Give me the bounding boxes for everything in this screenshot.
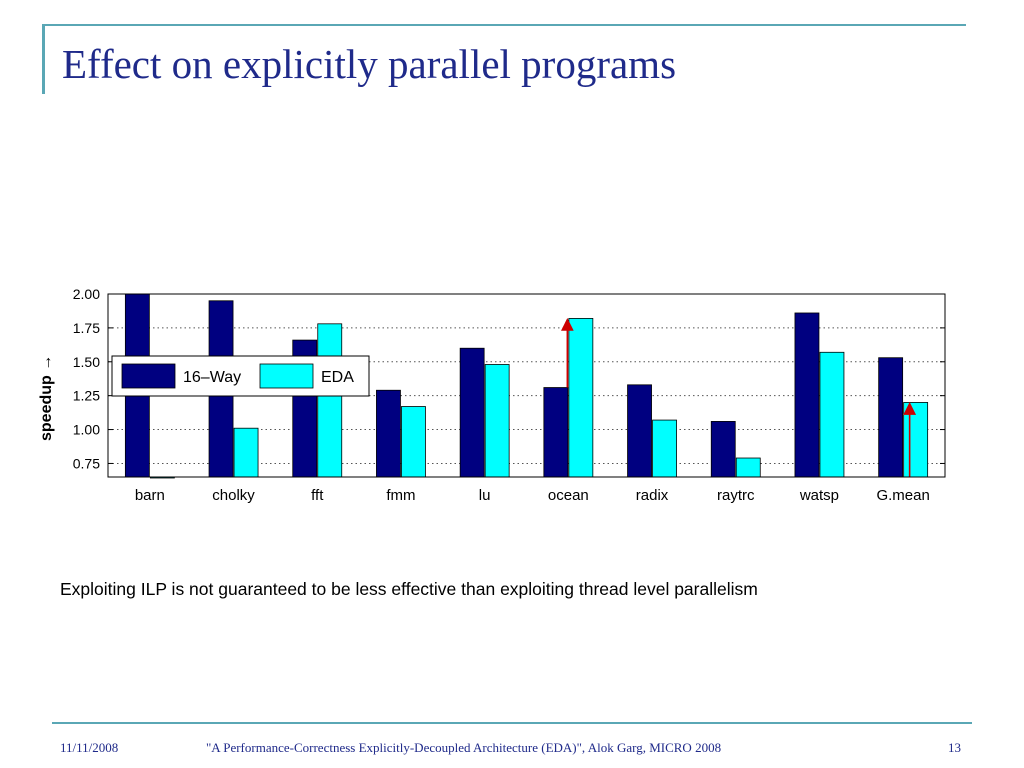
y-tick-label: 0.75 [73,455,100,471]
x-tick-label: ocean [548,487,589,504]
x-tick-label: fmm [386,487,415,504]
legend-swatch-16-way [121,363,176,389]
annotation-arrows [560,317,917,477]
x-tick-label: watsp [799,487,839,504]
slide-title: Effect on explicitly parallel programs [62,41,677,87]
x-tick-label: barn [135,487,165,504]
bar-fmm-16-way [376,389,401,478]
y-axis-label: speedup → [38,355,55,441]
bar-watsp-16-way [794,312,820,478]
page-number: 13 [948,740,961,755]
bar-ocean-16-way [543,387,569,478]
bar-g-mean-16-way [878,357,904,478]
bar-cholky-eda [233,427,259,478]
x-tick-label: cholky [212,487,255,504]
y-tick-label: 1.50 [73,354,100,370]
y-tick-label: 2.00 [73,286,100,302]
x-tick-label: raytrc [717,487,755,504]
bar-fft-eda [317,323,343,478]
x-tick-label: lu [479,487,491,504]
footer-rule [52,722,972,724]
legend: 16–Way EDA [111,355,370,397]
legend-label: 16–Way [183,369,241,386]
legend-label: EDA [321,369,354,386]
x-tick-label: fft [311,487,324,504]
title-accent-line [42,24,45,94]
x-tick-label: G.mean [876,487,929,504]
footer-date: 11/11/2008 [60,740,119,755]
y-tick-label: 1.00 [73,422,100,438]
slide-caption: Exploiting ILP is not guaranteed to be l… [60,579,758,599]
top-rule [42,24,966,26]
y-axis-ticks: 0.75 1.00 1.25 1.50 1.75 2.00 [73,286,945,471]
bar-radix-eda [652,419,677,478]
bar-ocean-eda [568,317,594,478]
bar-lu-16-way [459,347,485,478]
x-axis-categories: barn cholky fft fmm lu ocean radix raytrc watsp G… [135,487,930,504]
bar-lu-eda [484,364,510,478]
legend-swatch-eda [259,363,314,389]
y-tick-label: 1.25 [73,388,100,404]
footer-citation: "A Performance-Correctness Explicitly-De… [206,740,722,755]
x-tick-label: radix [636,487,669,504]
y-tick-label: 1.75 [73,320,100,336]
bar-g-mean-eda [903,402,929,478]
bar-fmm-eda [401,406,426,478]
plot-frame [107,293,946,478]
bar-radix-16-way [627,384,652,478]
bar-raytrc-eda [735,457,761,478]
bar-watsp-eda [819,351,845,478]
bar-raytrc-16-way [710,421,736,478]
y-axis-label-text: speedup → [38,355,55,441]
